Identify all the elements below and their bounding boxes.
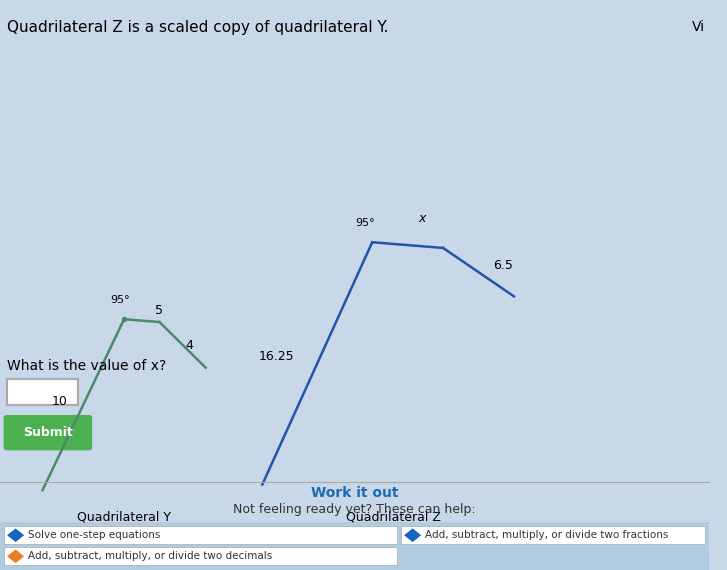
Text: 16.25: 16.25 bbox=[259, 350, 294, 363]
FancyBboxPatch shape bbox=[0, 522, 709, 570]
Text: 10: 10 bbox=[52, 396, 68, 408]
FancyBboxPatch shape bbox=[4, 547, 397, 565]
Polygon shape bbox=[404, 528, 421, 542]
Polygon shape bbox=[7, 549, 24, 563]
Text: Quadrilateral Y: Quadrilateral Y bbox=[77, 510, 171, 523]
Text: 95°: 95° bbox=[111, 295, 130, 305]
Text: 5: 5 bbox=[155, 304, 163, 317]
Text: Vi: Vi bbox=[692, 20, 705, 34]
Text: Solve one-step equations: Solve one-step equations bbox=[28, 530, 161, 540]
Text: Quadrilateral Z is a scaled copy of quadrilateral Y.: Quadrilateral Z is a scaled copy of quad… bbox=[7, 20, 389, 35]
FancyBboxPatch shape bbox=[4, 415, 92, 450]
Text: Submit: Submit bbox=[23, 426, 73, 439]
Text: Add, subtract, multiply, or divide two decimals: Add, subtract, multiply, or divide two d… bbox=[28, 551, 273, 561]
FancyBboxPatch shape bbox=[401, 526, 705, 544]
Text: 95°: 95° bbox=[356, 218, 375, 228]
Text: x: x bbox=[418, 212, 425, 225]
Text: Add, subtract, multiply, or divide two fractions: Add, subtract, multiply, or divide two f… bbox=[425, 530, 669, 540]
Text: What is the value of x?: What is the value of x? bbox=[7, 359, 166, 373]
Polygon shape bbox=[7, 528, 24, 542]
FancyBboxPatch shape bbox=[4, 526, 397, 544]
Text: Quadrilateral Z: Quadrilateral Z bbox=[346, 510, 441, 523]
Text: Not feeling ready yet? These can help:: Not feeling ready yet? These can help: bbox=[233, 503, 475, 516]
Text: Work it out: Work it out bbox=[310, 486, 398, 500]
Text: 4: 4 bbox=[186, 340, 193, 352]
FancyBboxPatch shape bbox=[7, 379, 78, 405]
Text: 6.5: 6.5 bbox=[493, 259, 513, 271]
